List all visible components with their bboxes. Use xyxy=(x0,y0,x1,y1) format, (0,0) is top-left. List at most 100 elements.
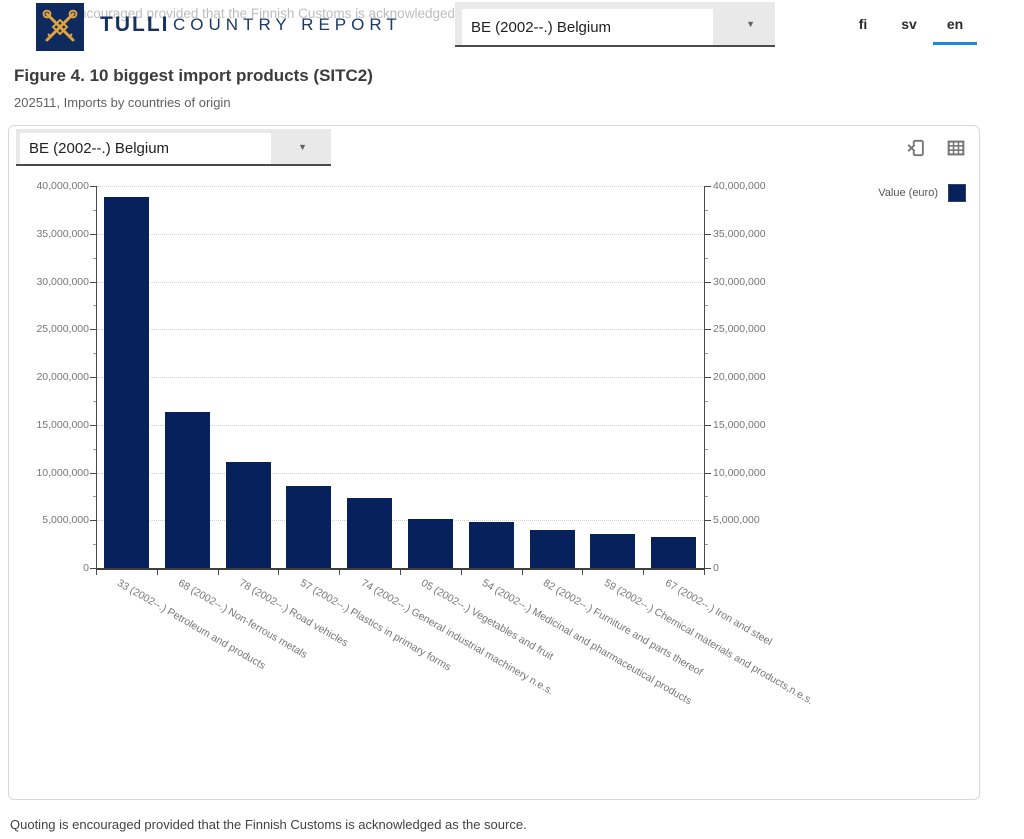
language-fi[interactable]: fi xyxy=(858,15,868,32)
y-tick-label: 10,000,000 xyxy=(713,466,766,479)
legend-label: Value (euro) xyxy=(878,187,938,199)
y-tick-label: 5,000,000 xyxy=(713,514,760,527)
y-minor-tick xyxy=(93,544,96,546)
bar xyxy=(164,412,210,568)
gridline xyxy=(97,281,705,283)
bar xyxy=(225,462,271,568)
y-tick-label: 30,000,000 xyxy=(36,275,89,288)
bar xyxy=(529,530,575,568)
y-axis-right xyxy=(704,186,705,568)
y-tick-label: 30,000,000 xyxy=(713,275,766,288)
bar xyxy=(651,537,697,568)
y-tick-label: 40,000,000 xyxy=(36,180,89,192)
brand-title: TULLI xyxy=(100,13,170,36)
gridline xyxy=(97,377,705,378)
app-header: is encouraged provided that the Finnish … xyxy=(0,0,1024,57)
y-minor-tick xyxy=(93,209,96,211)
y-minor-tick xyxy=(705,257,708,259)
y-tick xyxy=(90,568,96,569)
y-minor-tick xyxy=(93,400,96,402)
language-en[interactable]: en xyxy=(932,0,978,47)
x-category-label: 78 (2002--.) Road vehicles xyxy=(237,577,351,650)
y-minor-tick xyxy=(705,353,708,355)
y-tick-label: 35,000,000 xyxy=(713,227,766,240)
y-minor-tick xyxy=(705,305,708,307)
y-minor-tick xyxy=(93,353,96,355)
bar xyxy=(103,197,149,568)
y-tick xyxy=(705,233,711,235)
x-tick xyxy=(217,570,219,575)
y-tick-label: 25,000,000 xyxy=(36,323,89,336)
x-tick xyxy=(582,570,584,575)
y-tick-label: 20,000,000 xyxy=(713,371,766,383)
y-tick xyxy=(90,329,96,331)
country-select-header[interactable]: BE (2002--.) Belgium ▼ xyxy=(455,2,775,47)
y-tick xyxy=(705,520,711,522)
y-minor-tick xyxy=(93,305,96,307)
header-watermark-text: is encouraged provided that the Finnish … xyxy=(58,6,454,21)
bar xyxy=(407,519,453,568)
chevron-down-icon[interactable]: ▼ xyxy=(746,18,755,29)
bar xyxy=(286,486,332,568)
y-tick xyxy=(705,186,711,187)
x-tick xyxy=(96,570,97,575)
y-minor-tick xyxy=(705,448,708,450)
x-tick xyxy=(521,570,523,575)
y-tick xyxy=(90,233,96,235)
bar xyxy=(347,498,393,568)
y-tick xyxy=(705,472,711,474)
x-tick xyxy=(460,570,462,575)
y-tick-label: 40,000,000 xyxy=(713,180,766,192)
crossed-keys-icon xyxy=(42,9,78,42)
country-select-chart[interactable]: BE (2002--.) Belgium ▼ xyxy=(16,129,331,166)
y-tick xyxy=(705,424,711,426)
x-category-label: 54 (2002--.) Medicinal and pharmaceutica… xyxy=(480,577,694,708)
language-switcher: fi sv en xyxy=(840,0,978,47)
y-tick xyxy=(90,281,96,283)
table-view-icon[interactable] xyxy=(945,137,967,159)
y-tick-label: 15,000,000 xyxy=(36,418,89,431)
language-sv[interactable]: sv xyxy=(901,15,917,32)
y-tick xyxy=(90,424,96,426)
x-axis xyxy=(96,568,705,570)
gridline xyxy=(97,472,705,474)
x-category-label: 59 (2002--.) Chemical materials and prod… xyxy=(601,577,816,708)
x-tick xyxy=(704,570,705,575)
export-icon[interactable] xyxy=(905,137,927,159)
y-tick xyxy=(90,377,96,378)
y-tick xyxy=(90,520,96,522)
y-tick-label: 35,000,000 xyxy=(36,227,89,240)
chevron-down-icon[interactable]: ▼ xyxy=(298,141,307,152)
x-category-label: 67 (2002--.) Iron and steel xyxy=(662,577,774,649)
y-tick xyxy=(705,329,711,331)
y-tick-label: 25,000,000 xyxy=(713,323,766,336)
bar xyxy=(468,522,514,568)
y-tick xyxy=(90,186,96,187)
country-select-header-value[interactable]: BE (2002--.) Belgium xyxy=(462,9,713,45)
y-tick xyxy=(705,281,711,283)
y-minor-tick xyxy=(705,544,708,546)
country-select-chart-value[interactable]: BE (2002--.) Belgium xyxy=(20,133,271,164)
y-minor-tick xyxy=(705,400,708,402)
gridline xyxy=(97,233,705,235)
y-tick-label: 0 xyxy=(83,562,89,574)
y-tick-label: 15,000,000 xyxy=(713,418,766,431)
y-tick-label: 0 xyxy=(713,562,719,574)
x-tick xyxy=(643,570,645,575)
bar xyxy=(590,534,636,568)
x-tick xyxy=(278,570,280,575)
y-axis-left xyxy=(96,186,97,568)
y-minor-tick xyxy=(93,257,96,259)
y-minor-tick xyxy=(93,496,96,498)
x-tick xyxy=(400,570,401,575)
y-tick xyxy=(705,568,711,569)
figure-subtitle: 202511, Imports by countries of origin xyxy=(14,95,231,110)
gridline xyxy=(97,186,705,187)
finnish-customs-logo xyxy=(36,3,84,51)
y-minor-tick xyxy=(705,496,708,498)
y-tick-label: 5,000,000 xyxy=(42,514,89,527)
chart-panel: BE (2002--.) Belgium ▼ Value (euro) 0 0 5,… xyxy=(8,125,980,800)
y-tick xyxy=(705,377,711,378)
x-tick xyxy=(339,570,341,575)
